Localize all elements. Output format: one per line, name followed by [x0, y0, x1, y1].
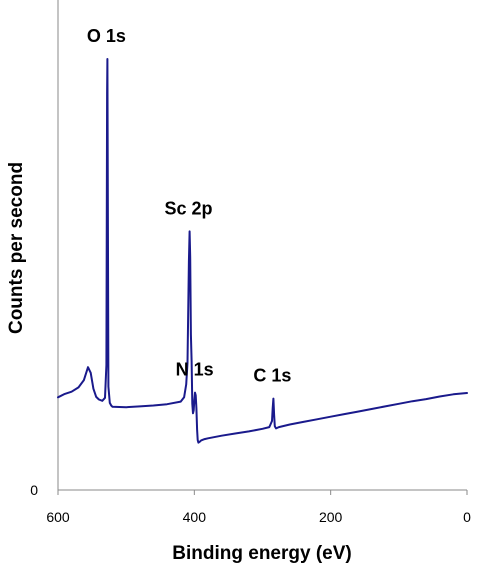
y-tick-label: 0 — [30, 482, 38, 498]
x-tick-label: 600 — [46, 509, 70, 525]
peak-label: Sc 2p — [165, 198, 213, 218]
peak-label: N 1s — [176, 360, 214, 380]
series-layer — [57, 58, 468, 444]
peak-label: C 1s — [253, 366, 291, 386]
x-axis-title: Binding energy (eV) — [172, 543, 351, 564]
axes-layer — [57, 0, 467, 491]
x-tick-label: 400 — [183, 509, 207, 525]
spectrum-line — [57, 58, 468, 444]
tick-labels: 600 400 200 0 0 — [30, 482, 471, 525]
x-tick-label: 0 — [463, 509, 471, 525]
y-axis-title: Counts per second — [6, 162, 27, 334]
peak-label: O 1s — [87, 26, 126, 46]
x-tick-label: 200 — [319, 509, 343, 525]
peak-labels: O 1s Sc 2p N 1s C 1s — [87, 26, 292, 386]
